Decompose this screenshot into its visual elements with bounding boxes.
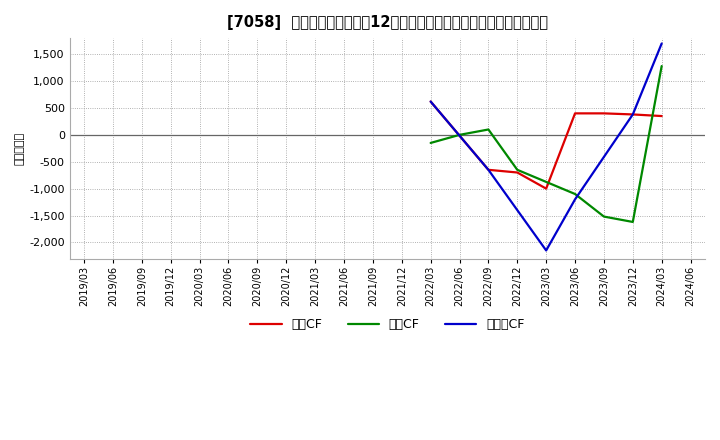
フリーCF [629, 112, 637, 117]
Line: フリーCF: フリーCF [431, 44, 662, 250]
営業CF [629, 112, 637, 117]
フリーCF [657, 41, 666, 46]
投資CF [455, 132, 464, 138]
投資CF [426, 140, 435, 146]
営業CF [513, 170, 521, 175]
Legend: 営業CF, 投資CF, フリーCF: 営業CF, 投資CF, フリーCF [246, 313, 529, 336]
営業CF [657, 114, 666, 119]
投資CF [629, 219, 637, 224]
投資CF [600, 214, 608, 219]
Line: 営業CF: 営業CF [431, 102, 662, 189]
営業CF [571, 111, 580, 116]
フリーCF [571, 197, 580, 202]
営業CF [600, 111, 608, 116]
フリーCF [542, 248, 551, 253]
フリーCF [484, 167, 492, 172]
投資CF [571, 191, 580, 197]
投資CF [484, 127, 492, 132]
フリーCF [426, 99, 435, 104]
Y-axis label: （百万円）: （百万円） [15, 132, 25, 165]
営業CF [542, 186, 551, 191]
営業CF [484, 167, 492, 172]
投資CF [657, 63, 666, 69]
投資CF [513, 167, 521, 172]
Line: 投資CF: 投資CF [431, 66, 662, 222]
営業CF [426, 99, 435, 104]
Title: [7058]  キャッシュフローの12か月移動合計の対前年同期増減額の推移: [7058] キャッシュフローの12か月移動合計の対前年同期増減額の推移 [227, 15, 548, 30]
